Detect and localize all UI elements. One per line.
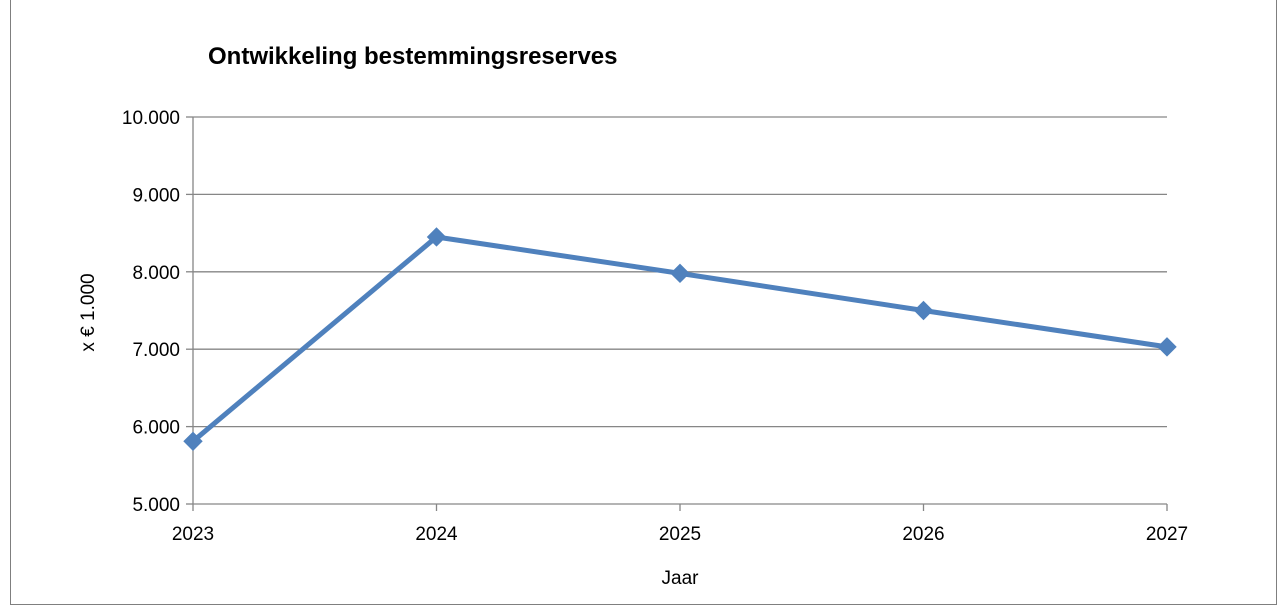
- x-tick-label: 2026: [902, 524, 944, 545]
- data-point-marker: [426, 227, 447, 247]
- x-axis-title: Jaar: [662, 568, 700, 589]
- y-tick-label: 8.000: [132, 263, 180, 284]
- axes: [186, 116, 1168, 511]
- y-tick-label: 6.000: [132, 418, 180, 439]
- chart-title: Ontwikkeling bestemmingsreserves: [208, 43, 618, 70]
- line-chart: Ontwikkeling bestemmingsreserves 5.000 6.…: [78, 43, 1188, 589]
- x-tick-label: 2024: [415, 524, 458, 545]
- x-tick-label: 2027: [1146, 524, 1188, 545]
- y-axis-tick-labels: 5.000 6.000 7.000 8.000 9.000 10.000: [122, 108, 180, 516]
- data-point-marker: [1157, 337, 1177, 357]
- data-point-marker: [183, 431, 203, 452]
- data-point-marker: [913, 300, 934, 321]
- data-point-marker: [670, 263, 690, 284]
- x-axis-tick-labels: 2023 2024 2025 2026 2027: [172, 524, 1188, 545]
- chart-container: Ontwikkeling bestemmingsreserves 5.000 6.…: [10, 0, 1277, 605]
- y-tick-label: 7.000: [132, 340, 180, 361]
- y-tick-label: 10.000: [122, 108, 180, 129]
- y-axis-title: x € 1.000: [78, 273, 99, 351]
- x-tick-label: 2023: [172, 524, 214, 545]
- y-tick-label: 5.000: [132, 495, 180, 516]
- data-series: [183, 227, 1177, 452]
- x-tick-label: 2025: [659, 524, 701, 545]
- y-tick-label: 9.000: [132, 185, 180, 206]
